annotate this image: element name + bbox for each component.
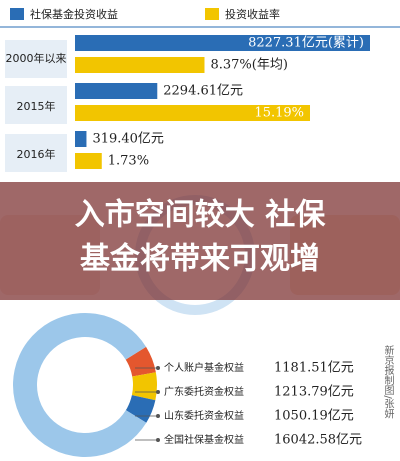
row-box (5, 134, 67, 172)
bar (75, 105, 310, 121)
value-label: 319.40亿元 (92, 132, 164, 147)
donut-segment (125, 346, 156, 377)
value-label: 8.37%(年均) (210, 58, 287, 73)
category-label: 个人账户基金权益 (164, 361, 244, 374)
credit: 新京报制图/张妍 (382, 344, 394, 419)
category-label: 全国社保基金权益 (164, 433, 244, 446)
category-label: 2000年以来 (6, 51, 67, 65)
category-label: 广东委托资金权益 (164, 385, 244, 398)
row-box (5, 40, 67, 78)
bar (75, 153, 102, 169)
category-label: 2015年 (17, 99, 56, 113)
value-label: 1.73% (108, 154, 149, 169)
value-label: 8227.31亿元(累计) (248, 36, 364, 51)
value-label: 15.19% (254, 106, 304, 121)
value-label: 1181.51亿元 (274, 361, 354, 376)
overlay-band (0, 182, 400, 300)
donut-segment (13, 313, 147, 458)
value-label: 2294.61亿元 (163, 84, 243, 99)
value-label: 1213.79亿元 (274, 385, 354, 400)
callout-dot (156, 366, 160, 370)
bar (75, 131, 87, 147)
headline: 基金将带来可观增 (80, 242, 320, 277)
donut-segment (131, 372, 157, 401)
headline: 入市空间较大 社保 (75, 198, 326, 233)
legend-label: 投资收益率 (225, 7, 280, 21)
value-label: 1050.19亿元 (274, 409, 354, 424)
callout-dot (156, 390, 160, 394)
callout-dot (156, 438, 160, 442)
bar (75, 35, 370, 51)
value-label: 16042.58亿元 (274, 433, 362, 448)
row-box (5, 86, 67, 124)
bar (75, 83, 158, 99)
callout-dot (156, 414, 160, 418)
legend-label: 社保基金投资收益 (30, 7, 118, 21)
category-label: 2016年 (17, 147, 56, 161)
legend-swatch (10, 8, 24, 20)
bar (75, 57, 205, 73)
legend-swatch (205, 8, 219, 20)
category-label: 山东委托资金权益 (164, 409, 244, 422)
